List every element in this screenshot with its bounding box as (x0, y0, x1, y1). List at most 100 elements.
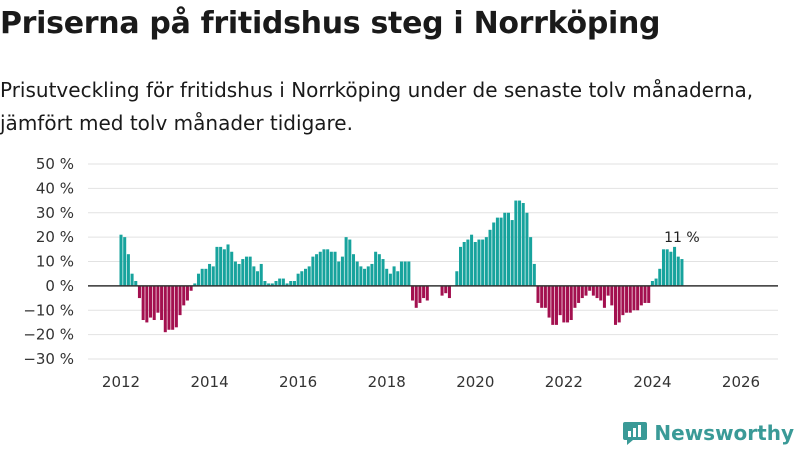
bar-positive (204, 268, 208, 286)
bar-positive (363, 268, 367, 286)
bar-positive (470, 234, 474, 286)
bar-positive (196, 273, 201, 286)
bar-negative (577, 285, 581, 303)
bar-positive (285, 283, 289, 286)
y-tick-label: −20 % (23, 326, 74, 344)
x-tick-label: 2026 (722, 373, 760, 391)
bar-positive (521, 203, 525, 286)
bar-negative (540, 285, 544, 308)
bar-positive (241, 259, 245, 286)
bar-positive (473, 242, 477, 286)
bar-positive (669, 251, 673, 286)
bar-positive (492, 222, 496, 286)
bar-positive (329, 251, 333, 286)
bar-positive (270, 283, 274, 286)
bar-negative (632, 285, 636, 311)
bar-positive (495, 217, 499, 286)
y-tick-label: −30 % (23, 350, 74, 368)
x-tick-label: 2024 (633, 373, 671, 391)
bar-negative (595, 285, 599, 299)
bar-positive (274, 281, 278, 286)
bar-negative (141, 285, 145, 321)
bar-positive (300, 271, 304, 286)
bar-positive (455, 271, 459, 286)
bar-positive (278, 278, 282, 286)
bar-positive (322, 249, 326, 286)
bar-negative (422, 285, 426, 299)
bar-negative (643, 285, 647, 303)
chart-subtitle: Prisutveckling för fritidshus i Norrköpi… (0, 78, 754, 135)
bar-negative (414, 285, 418, 308)
bar-positive (661, 249, 665, 286)
bar-negative (171, 285, 175, 330)
bar-negative (156, 285, 160, 313)
x-tick-label: 2016 (279, 373, 317, 391)
bar-positive (499, 217, 503, 286)
bar-positive (123, 237, 127, 286)
bar-negative (137, 285, 141, 299)
bar-negative (639, 285, 643, 306)
bar-negative (163, 285, 167, 333)
y-tick-label: 20 % (36, 228, 74, 246)
bar-positive (311, 256, 315, 286)
bar-positive (337, 261, 341, 286)
bar-negative (182, 285, 186, 306)
bar-negative (573, 285, 577, 308)
bar-positive (219, 246, 223, 286)
bar-positive (377, 254, 381, 286)
bar-positive (503, 212, 507, 286)
bar-negative (178, 285, 182, 316)
bar-negative (584, 285, 588, 296)
bar-negative (174, 285, 178, 328)
bar-positive (230, 251, 234, 286)
bar-positive (263, 281, 267, 286)
bar-positive (399, 261, 403, 286)
bar-positive (366, 266, 370, 286)
x-tick-label: 2020 (456, 373, 494, 391)
bar-positive (665, 249, 669, 286)
bar-positive (252, 266, 256, 286)
bar-positive (525, 212, 529, 286)
bar-positive (514, 200, 518, 286)
bar-positive (351, 254, 356, 286)
bar-positive (281, 278, 285, 286)
bar-positive (130, 273, 134, 286)
bar-positive (126, 254, 130, 286)
bar-positive (211, 266, 215, 286)
bar-negative (440, 285, 444, 296)
bar-negative (591, 285, 595, 296)
bar-positive (532, 263, 536, 286)
bar-positive (392, 266, 396, 286)
bar-negative (625, 285, 629, 313)
bar-negative (152, 285, 156, 321)
y-tick-label: −10 % (23, 301, 74, 319)
x-tick-label: 2012 (102, 373, 140, 391)
y-tick-label: 10 % (36, 253, 74, 271)
bar-positive (403, 261, 407, 286)
bar-negative (554, 285, 558, 325)
bar-positive (359, 266, 363, 286)
y-tick-label: 40 % (36, 179, 74, 197)
bar-negative (617, 285, 621, 323)
bar-positive (344, 237, 348, 286)
bar-positive (119, 234, 123, 286)
bar-negative (621, 285, 625, 316)
bar-negative (613, 285, 618, 325)
bar-positive (296, 273, 300, 286)
bar-negative (145, 285, 149, 323)
bar-positive (676, 256, 680, 286)
bar-positive (650, 281, 654, 286)
bar-positive (370, 263, 374, 286)
bar-positive (680, 259, 684, 286)
bar-negative (562, 285, 566, 323)
bar-positive (237, 263, 241, 286)
bar-positive (193, 283, 197, 286)
bar-negative (602, 285, 606, 308)
bar-positive (385, 268, 389, 286)
bar-positive (388, 273, 392, 286)
bar-negative (610, 285, 614, 306)
brand-name: Newsworthy (654, 421, 794, 445)
bar-positive (396, 271, 400, 286)
bar-negative (189, 285, 193, 291)
x-tick-label: 2014 (190, 373, 228, 391)
